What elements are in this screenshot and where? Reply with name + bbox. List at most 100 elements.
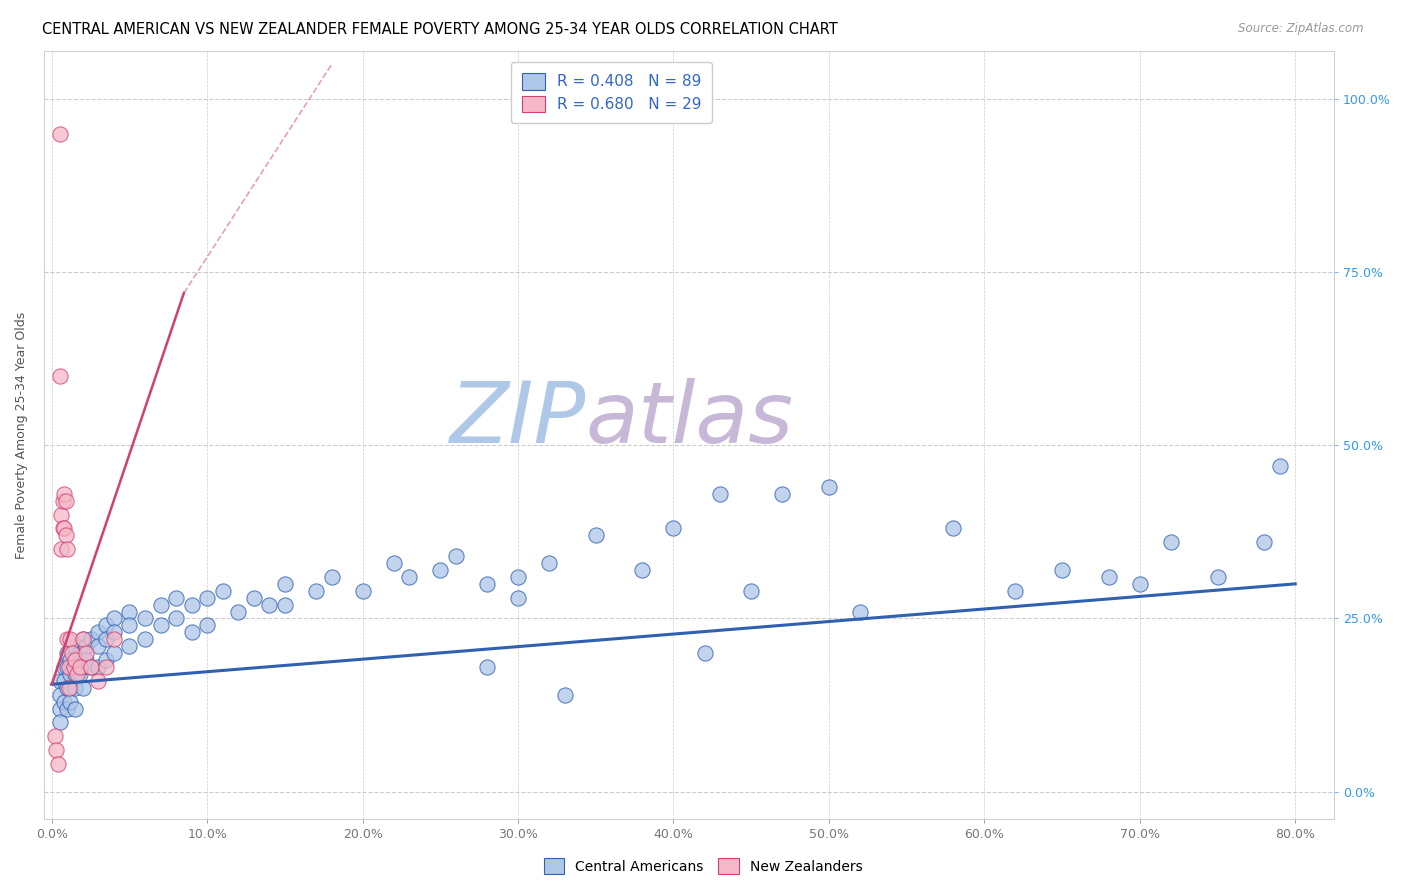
Point — [740, 583, 762, 598]
Point — [1206, 570, 1229, 584]
Point — [72, 646, 94, 660]
Point — [274, 598, 297, 612]
Point — [63, 681, 86, 695]
Point — [63, 639, 86, 653]
Point — [45, 743, 67, 757]
Point — [118, 618, 141, 632]
Point — [103, 625, 125, 640]
Point — [352, 583, 374, 598]
Point — [274, 577, 297, 591]
Point — [398, 570, 420, 584]
Point — [1253, 535, 1275, 549]
Text: Source: ZipAtlas.com: Source: ZipAtlas.com — [1239, 22, 1364, 36]
Point — [94, 660, 117, 674]
Text: ZIP: ZIP — [450, 378, 586, 461]
Point — [72, 632, 94, 647]
Point — [1004, 583, 1026, 598]
Point — [211, 583, 233, 598]
Y-axis label: Female Poverty Among 25-34 Year Olds: Female Poverty Among 25-34 Year Olds — [15, 311, 28, 558]
Point — [243, 591, 266, 605]
Point — [79, 632, 101, 647]
Point — [59, 632, 82, 647]
Point — [475, 660, 498, 674]
Point — [382, 556, 405, 570]
Point — [693, 646, 716, 660]
Point — [94, 618, 117, 632]
Point — [63, 666, 86, 681]
Point — [118, 639, 141, 653]
Point — [506, 570, 529, 584]
Legend: Central Americans, New Zealanders: Central Americans, New Zealanders — [537, 852, 869, 880]
Point — [69, 660, 91, 674]
Point — [56, 681, 79, 695]
Point — [134, 632, 156, 647]
Point — [538, 556, 561, 570]
Point — [72, 632, 94, 647]
Point — [46, 756, 69, 771]
Point — [770, 487, 793, 501]
Point — [1160, 535, 1182, 549]
Point — [59, 681, 82, 695]
Point — [180, 625, 202, 640]
Point — [75, 653, 97, 667]
Point — [48, 673, 70, 688]
Point — [149, 598, 172, 612]
Text: atlas: atlas — [586, 378, 794, 461]
Point — [48, 688, 70, 702]
Point — [59, 653, 82, 667]
Point — [69, 666, 91, 681]
Point — [49, 508, 72, 522]
Point — [103, 611, 125, 625]
Point — [53, 673, 76, 688]
Point — [1098, 570, 1121, 584]
Point — [195, 618, 218, 632]
Point — [87, 625, 110, 640]
Point — [63, 653, 86, 667]
Point — [79, 660, 101, 674]
Point — [942, 521, 965, 535]
Point — [444, 549, 467, 564]
Point — [321, 570, 343, 584]
Point — [52, 521, 75, 535]
Point — [1050, 563, 1073, 577]
Point — [56, 632, 79, 647]
Point — [56, 701, 79, 715]
Point — [94, 653, 117, 667]
Point — [134, 611, 156, 625]
Point — [429, 563, 451, 577]
Point — [818, 480, 841, 494]
Point — [103, 632, 125, 647]
Point — [79, 660, 101, 674]
Point — [631, 563, 654, 577]
Point — [195, 591, 218, 605]
Point — [63, 701, 86, 715]
Point — [87, 660, 110, 674]
Point — [118, 605, 141, 619]
Point — [87, 639, 110, 653]
Point — [53, 660, 76, 674]
Point — [65, 666, 87, 681]
Point — [554, 688, 576, 702]
Point — [52, 493, 75, 508]
Point — [165, 591, 187, 605]
Point — [55, 528, 77, 542]
Point — [662, 521, 685, 535]
Point — [53, 487, 76, 501]
Point — [56, 646, 79, 660]
Point — [63, 653, 86, 667]
Point — [87, 673, 110, 688]
Point — [226, 605, 249, 619]
Point — [585, 528, 607, 542]
Point — [58, 681, 80, 695]
Point — [53, 695, 76, 709]
Point — [165, 611, 187, 625]
Point — [59, 666, 82, 681]
Point — [1129, 577, 1152, 591]
Point — [69, 646, 91, 660]
Point — [55, 493, 77, 508]
Point — [180, 598, 202, 612]
Point — [94, 632, 117, 647]
Point — [72, 660, 94, 674]
Point — [75, 646, 97, 660]
Point — [49, 542, 72, 557]
